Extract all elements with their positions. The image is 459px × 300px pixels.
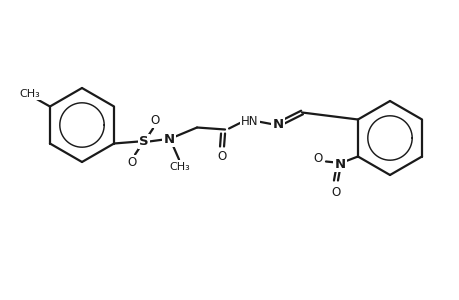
Text: CH₃: CH₃	[169, 161, 190, 172]
Text: HN: HN	[241, 115, 258, 128]
Text: O: O	[330, 186, 340, 199]
Text: O: O	[150, 114, 159, 127]
Text: CH₃: CH₃	[20, 88, 40, 98]
Text: N: N	[334, 158, 345, 171]
Text: O: O	[127, 156, 136, 169]
Text: O: O	[217, 150, 226, 163]
Text: N: N	[272, 118, 283, 131]
Text: O: O	[313, 152, 322, 165]
Text: N: N	[163, 133, 174, 146]
Text: S: S	[139, 135, 149, 148]
